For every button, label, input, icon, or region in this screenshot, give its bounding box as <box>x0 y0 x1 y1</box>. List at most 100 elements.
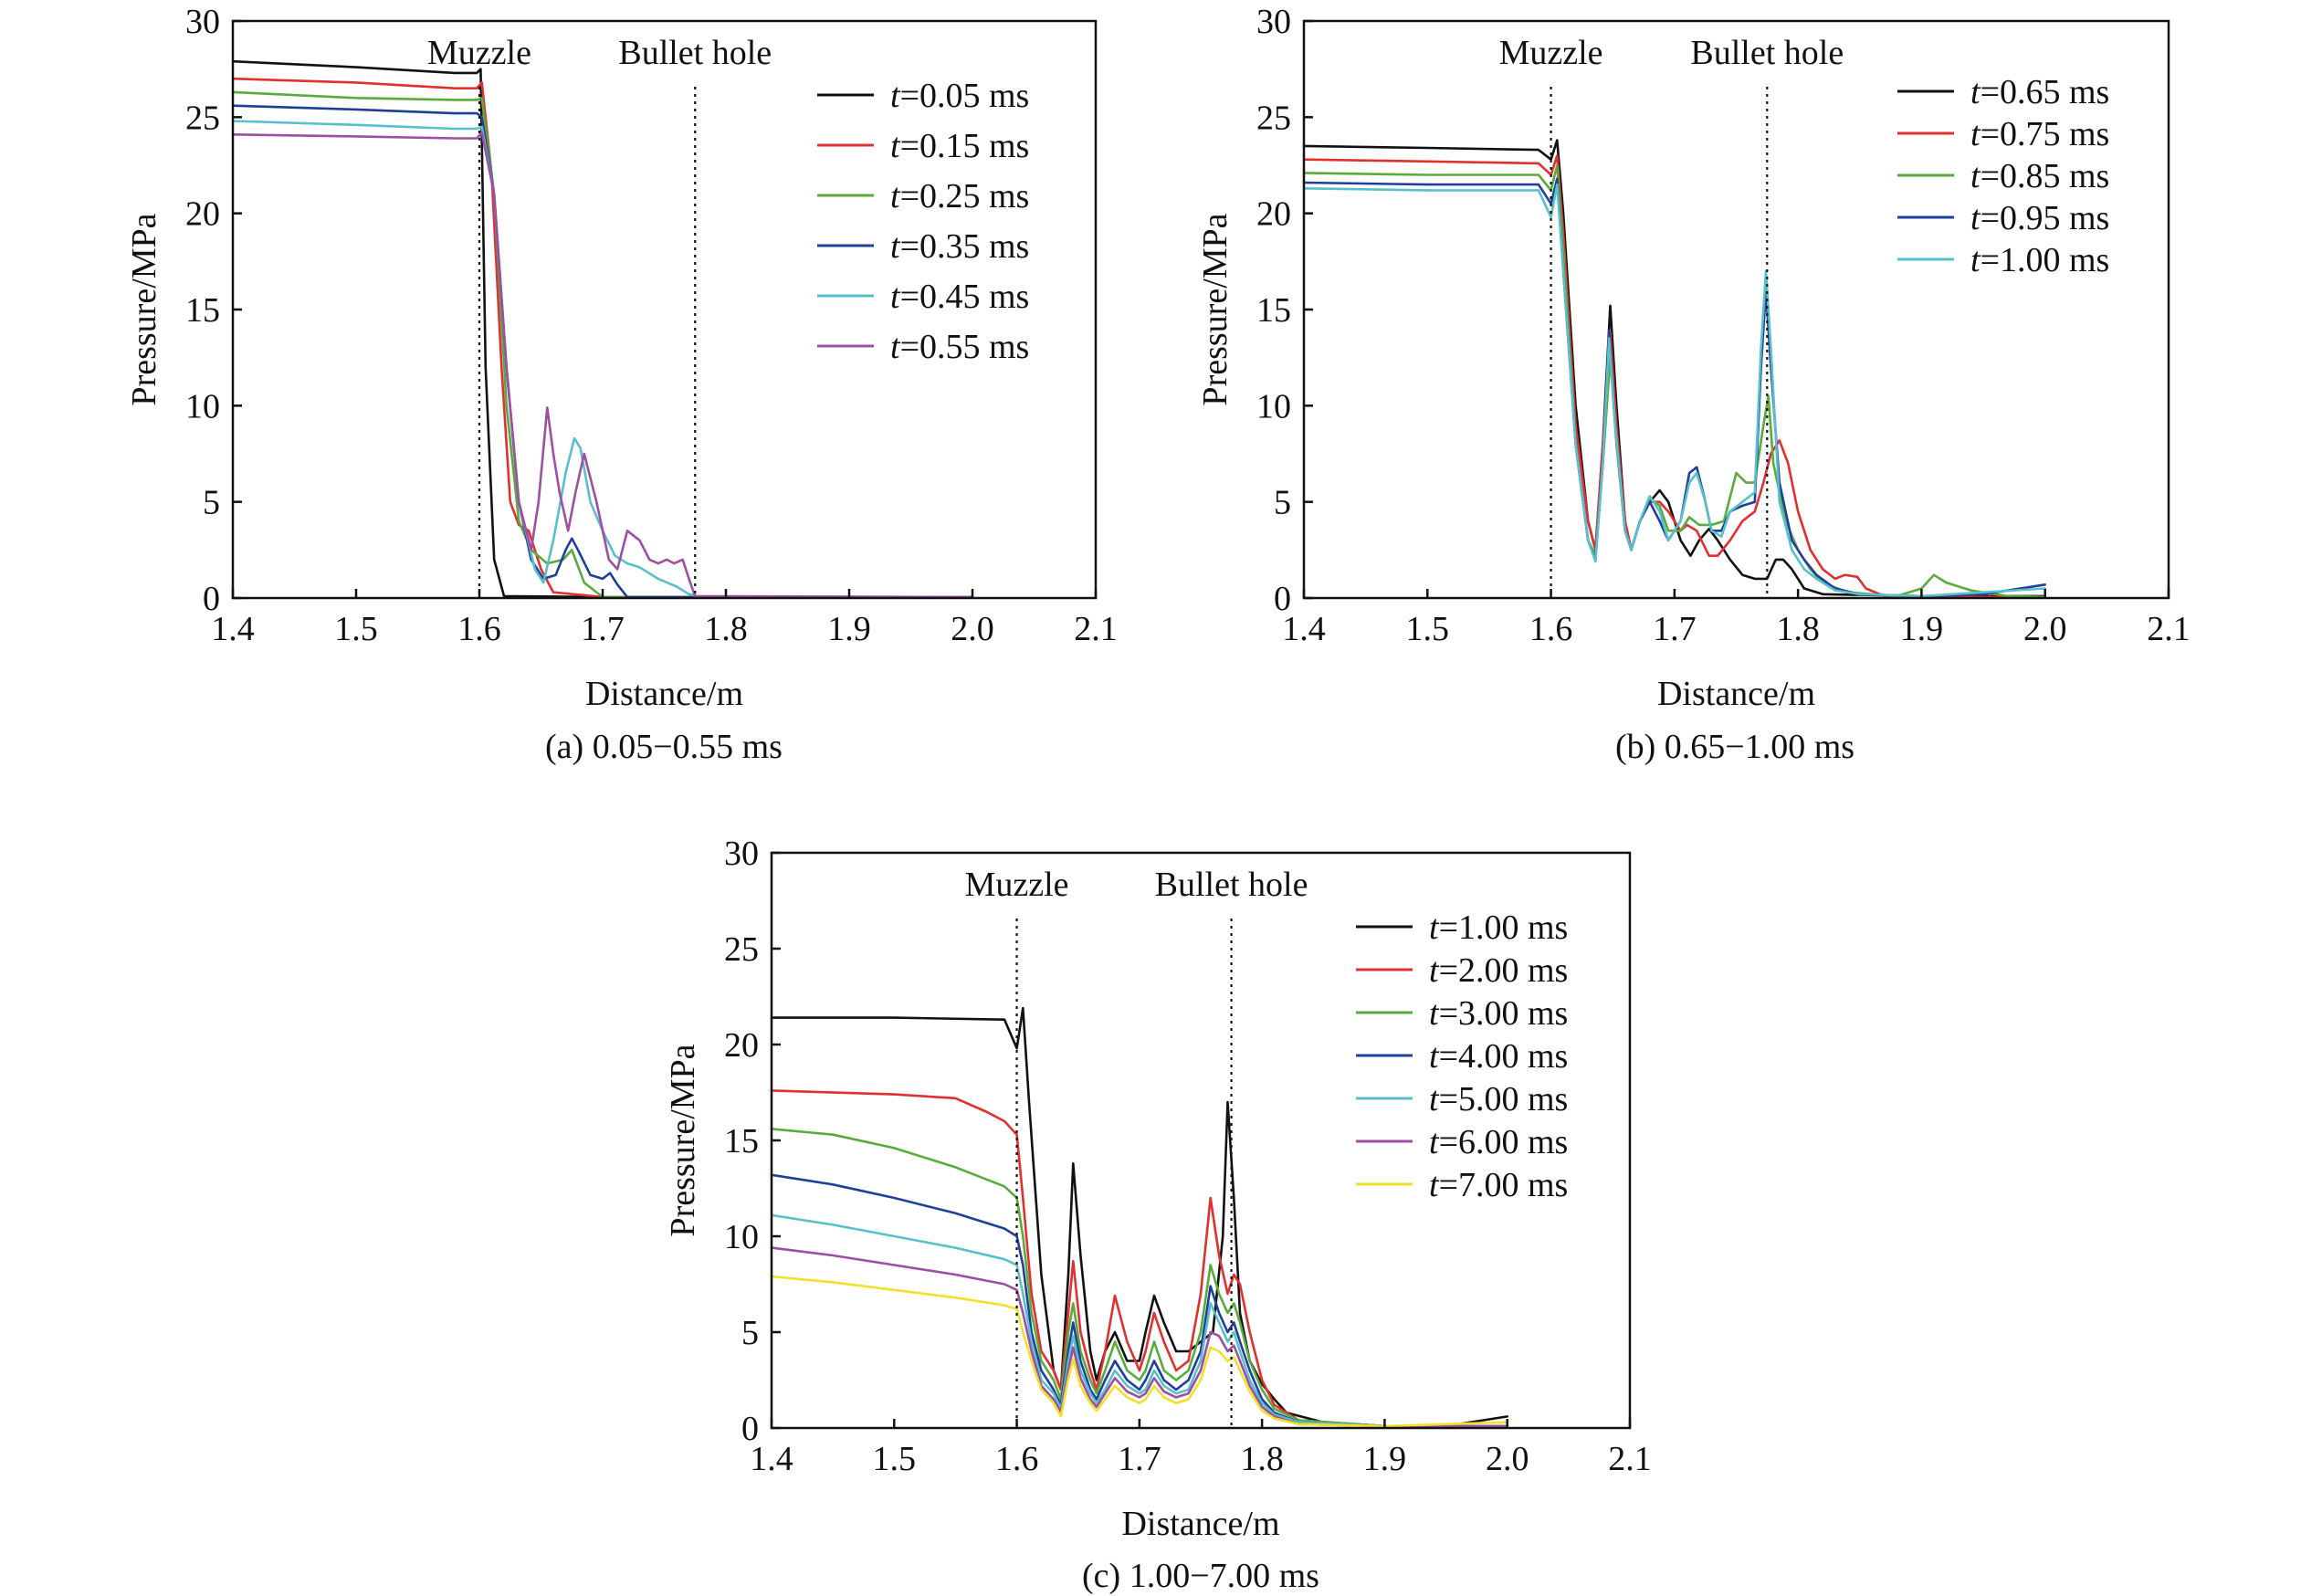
legend-entry-4: t=5.00 ms <box>1429 1080 1568 1118</box>
legend-var: t <box>1970 73 1981 111</box>
legend-var: t <box>1970 115 1981 153</box>
legend-var: t <box>890 177 901 215</box>
panel-b: 1.4 1.5 1.6 1.7 1.8 1.9 2.0 2.1 0 5 10 15 20 25 30 Dist… <box>1196 3 2191 766</box>
series-line-3 <box>770 1173 1508 1428</box>
legend-value: =3.00 ms <box>1439 994 1569 1033</box>
y-tick-label: 5 <box>741 1314 759 1352</box>
legend-var: t <box>1970 199 1981 237</box>
x-tick-label: 2.1 <box>2147 610 2191 648</box>
x-tick-label: 1.8 <box>1776 610 1820 648</box>
legend-var: t <box>1429 951 1440 990</box>
y-tick-label: 5 <box>203 484 220 522</box>
legend-var: t <box>1429 1123 1440 1161</box>
muzzle-label: Muzzle <box>965 866 1069 904</box>
series-line-2 <box>231 90 974 599</box>
y-tick-label: 15 <box>185 291 220 330</box>
legend-entry-1: t=0.15 ms <box>890 127 1029 165</box>
legend-entry-4: t=1.00 ms <box>1970 241 2109 279</box>
legend-entry-2: t=3.00 ms <box>1429 994 1568 1033</box>
legend-entry-3: t=0.35 ms <box>890 227 1029 266</box>
bullet-hole-label: Bullet hole <box>618 34 772 72</box>
x-axis-label: Distance/m <box>585 675 743 713</box>
y-tick-label: 15 <box>724 1122 759 1160</box>
legend-var: t <box>1429 1037 1440 1076</box>
series-line-5 <box>231 131 974 599</box>
x-tick-label: 1.9 <box>827 610 871 648</box>
series-line-0 <box>231 59 974 599</box>
legend-entry-1: t=0.75 ms <box>1970 115 2109 153</box>
legend-entry-0: t=1.00 ms <box>1429 908 1568 947</box>
legend-value: =0.95 ms <box>1981 199 2110 237</box>
y-tick-label: 10 <box>185 387 220 425</box>
series-line-6 <box>770 1275 1508 1428</box>
legend-value: =0.45 ms <box>900 278 1030 316</box>
series-line-4 <box>770 1213 1508 1428</box>
y-axis-label: Pressure/MPa <box>1196 213 1235 405</box>
muzzle-label: Muzzle <box>1499 34 1603 72</box>
x-axis-label: Distance/m <box>1657 675 1815 713</box>
x-tick-label: 1.6 <box>457 610 501 648</box>
legend-entry-0: t=0.65 ms <box>1970 73 2109 111</box>
legend-value: =0.55 ms <box>900 328 1030 366</box>
y-tick-label: 0 <box>741 1410 759 1448</box>
legend-entry-4: t=0.45 ms <box>890 278 1029 316</box>
legend-entry-2: t=0.85 ms <box>1970 157 2109 195</box>
x-tick-label: 1.4 <box>211 610 255 648</box>
x-tick-label: 1.6 <box>1529 610 1573 648</box>
legend-var: t <box>1970 157 1981 195</box>
panel-a: 1.4 1.5 1.6 1.7 1.8 1.9 2.0 2.1 0 5 10 15 20 25 30 Dist… <box>125 3 1118 766</box>
series-line-4 <box>231 120 974 599</box>
y-tick-label: 25 <box>185 99 220 137</box>
x-tick-label: 1.4 <box>1282 610 1326 648</box>
y-tick-label: 20 <box>185 195 220 234</box>
x-tick-label: 2.1 <box>1074 610 1118 648</box>
legend-value: =4.00 ms <box>1439 1037 1569 1076</box>
legend-value: =2.00 ms <box>1439 951 1569 990</box>
panel-caption: (b) 0.65−1.00 ms <box>1615 728 1854 766</box>
series-line-0 <box>770 1006 1508 1428</box>
y-tick-label: 20 <box>1256 195 1291 234</box>
x-tick-label: 1.4 <box>750 1440 793 1478</box>
x-tick-label: 1.8 <box>704 610 748 648</box>
legend-value: =6.00 ms <box>1439 1123 1569 1161</box>
panel-c: 1.4 1.5 1.6 1.7 1.8 1.9 2.0 2.1 0 5 10 15 20 25 30 Dist… <box>664 835 1652 1595</box>
muzzle-label: Muzzle <box>427 34 531 72</box>
series-line-1 <box>770 1089 1508 1428</box>
legend-entry-5: t=0.55 ms <box>890 328 1029 366</box>
series-line-2 <box>770 1128 1508 1428</box>
legend-var: t <box>1429 1166 1440 1204</box>
x-tick-label: 1.5 <box>873 1440 917 1478</box>
series-line-1 <box>1302 154 2046 599</box>
legend-entry-1: t=2.00 ms <box>1429 951 1568 990</box>
series-line-4 <box>1302 183 2046 598</box>
legend-value: =0.15 ms <box>900 127 1030 165</box>
y-tick-label: 0 <box>1274 580 1291 618</box>
x-tick-label: 1.5 <box>1406 610 1450 648</box>
legend-value: =1.00 ms <box>1981 241 2110 279</box>
legend-value: =0.75 ms <box>1981 115 2110 153</box>
x-tick-label: 1.8 <box>1240 1440 1284 1478</box>
legend-var: t <box>1970 241 1981 279</box>
x-tick-label: 1.7 <box>1118 1440 1161 1478</box>
legend-entry-0: t=0.05 ms <box>890 77 1029 115</box>
panel-caption: (c) 1.00−7.00 ms <box>1082 1557 1319 1595</box>
x-axis-label: Distance/m <box>1121 1505 1279 1543</box>
legend-var: t <box>890 328 901 366</box>
y-tick-label: 15 <box>1256 291 1291 330</box>
legend-entry-2: t=0.25 ms <box>890 177 1029 215</box>
legend-entry-6: t=7.00 ms <box>1429 1166 1568 1204</box>
series-line-1 <box>231 77 974 599</box>
x-tick-label: 2.1 <box>1608 1440 1652 1478</box>
panel-caption: (a) 0.05−0.55 ms <box>545 728 783 766</box>
legend-value: =0.05 ms <box>900 77 1030 115</box>
bullet-hole-label: Bullet hole <box>1155 866 1308 904</box>
legend-value: =1.00 ms <box>1439 908 1569 947</box>
legend-entry-3: t=4.00 ms <box>1429 1037 1568 1076</box>
x-tick-label: 2.0 <box>2023 610 2067 648</box>
legend-var: t <box>890 77 901 115</box>
y-tick-label: 30 <box>724 835 759 873</box>
legend-entry-5: t=6.00 ms <box>1429 1123 1568 1161</box>
legend-value: =0.25 ms <box>900 177 1030 215</box>
legend-var: t <box>890 127 901 165</box>
